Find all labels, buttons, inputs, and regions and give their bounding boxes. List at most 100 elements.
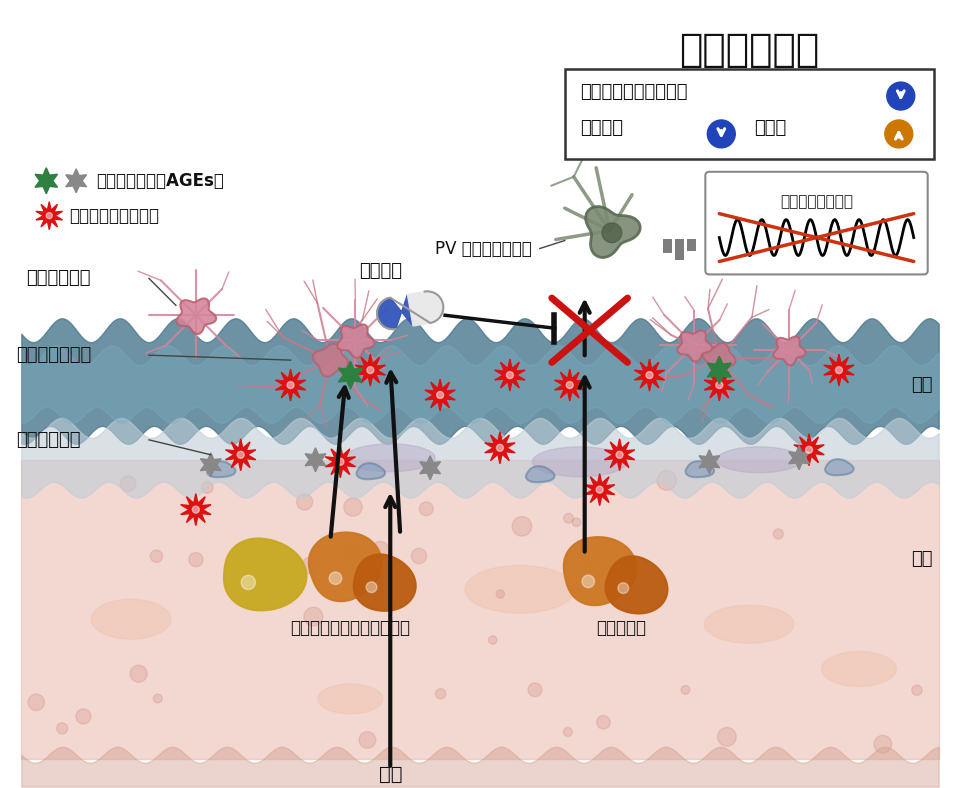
Circle shape xyxy=(489,636,497,645)
Circle shape xyxy=(337,459,344,465)
Polygon shape xyxy=(526,466,555,482)
Polygon shape xyxy=(36,202,62,229)
Circle shape xyxy=(582,575,594,588)
Circle shape xyxy=(366,582,377,593)
Polygon shape xyxy=(313,344,348,377)
Circle shape xyxy=(241,575,255,589)
Circle shape xyxy=(411,548,426,563)
Text: 終末糖化産物（AGEs）: 終末糖化産物（AGEs） xyxy=(96,172,224,190)
Ellipse shape xyxy=(318,684,383,714)
Circle shape xyxy=(192,506,200,513)
Circle shape xyxy=(372,541,389,559)
Circle shape xyxy=(773,529,783,539)
Circle shape xyxy=(587,563,595,571)
Circle shape xyxy=(345,546,359,560)
Polygon shape xyxy=(555,369,585,401)
Polygon shape xyxy=(356,463,385,479)
Polygon shape xyxy=(337,325,374,358)
Polygon shape xyxy=(678,330,712,362)
Circle shape xyxy=(496,444,503,452)
Circle shape xyxy=(436,689,445,699)
Circle shape xyxy=(154,694,162,703)
Circle shape xyxy=(496,590,505,598)
Circle shape xyxy=(189,552,203,567)
Circle shape xyxy=(835,366,843,374)
Ellipse shape xyxy=(822,652,897,686)
Circle shape xyxy=(564,513,573,523)
Text: 血中: 血中 xyxy=(911,550,932,568)
Text: 精神疾患所見: 精神疾患所見 xyxy=(679,32,819,69)
Circle shape xyxy=(708,120,735,148)
Circle shape xyxy=(76,709,91,724)
Text: フルクトース／グルコース: フルクトース／グルコース xyxy=(290,619,410,637)
Circle shape xyxy=(344,498,362,516)
FancyBboxPatch shape xyxy=(706,172,927,274)
Circle shape xyxy=(805,446,812,453)
Circle shape xyxy=(28,694,44,711)
Polygon shape xyxy=(338,361,363,389)
Text: 血管内皮細胞: 血管内皮細胞 xyxy=(16,431,81,449)
Polygon shape xyxy=(35,168,58,194)
Polygon shape xyxy=(704,369,734,401)
Bar xyxy=(687,239,696,251)
Polygon shape xyxy=(276,369,305,401)
Polygon shape xyxy=(353,555,416,611)
Polygon shape xyxy=(826,459,853,475)
Circle shape xyxy=(874,735,892,753)
Polygon shape xyxy=(635,359,664,391)
Polygon shape xyxy=(355,354,386,386)
Text: 活動量: 活動量 xyxy=(755,119,786,137)
Circle shape xyxy=(887,82,915,110)
Text: ミクログリア: ミクログリア xyxy=(26,269,91,288)
Circle shape xyxy=(297,494,313,510)
Bar xyxy=(663,239,672,252)
Circle shape xyxy=(57,723,68,734)
Polygon shape xyxy=(564,537,636,605)
Circle shape xyxy=(564,727,572,737)
Text: 砂糖: 砂糖 xyxy=(378,764,402,783)
Circle shape xyxy=(359,731,375,749)
Polygon shape xyxy=(585,474,614,506)
Ellipse shape xyxy=(91,599,171,639)
Bar xyxy=(675,239,684,261)
Polygon shape xyxy=(425,379,455,411)
Polygon shape xyxy=(606,556,667,614)
Polygon shape xyxy=(494,359,525,391)
Polygon shape xyxy=(586,206,640,258)
Circle shape xyxy=(528,683,542,697)
Circle shape xyxy=(566,381,573,388)
Circle shape xyxy=(596,486,603,493)
Polygon shape xyxy=(708,356,732,384)
Text: 炎症反応・細胞障害: 炎症反応・細胞障害 xyxy=(69,206,159,225)
Text: 作業記憶: 作業記憶 xyxy=(580,119,623,137)
Circle shape xyxy=(437,392,444,399)
Polygon shape xyxy=(699,450,720,474)
Circle shape xyxy=(681,686,690,694)
Circle shape xyxy=(367,366,373,374)
Text: 脳内: 脳内 xyxy=(911,376,932,394)
Bar xyxy=(21,459,939,759)
Bar xyxy=(564,69,934,159)
Polygon shape xyxy=(407,292,444,326)
Text: アストロサイト: アストロサイト xyxy=(16,346,91,364)
Circle shape xyxy=(602,223,622,243)
Text: 感覚ゲーティング機能: 感覚ゲーティング機能 xyxy=(580,83,687,101)
Circle shape xyxy=(120,476,136,491)
Circle shape xyxy=(304,608,323,626)
Circle shape xyxy=(287,381,294,388)
Text: グルコース: グルコース xyxy=(596,619,647,637)
Polygon shape xyxy=(377,295,413,329)
Circle shape xyxy=(572,518,581,526)
Ellipse shape xyxy=(717,447,802,473)
Circle shape xyxy=(302,557,319,574)
Polygon shape xyxy=(66,169,86,193)
Polygon shape xyxy=(226,439,256,470)
Circle shape xyxy=(46,213,53,219)
Polygon shape xyxy=(605,439,635,470)
Circle shape xyxy=(151,550,162,563)
Circle shape xyxy=(512,516,532,536)
Circle shape xyxy=(202,481,213,493)
Ellipse shape xyxy=(465,566,575,613)
Circle shape xyxy=(507,372,514,378)
Ellipse shape xyxy=(346,444,435,472)
